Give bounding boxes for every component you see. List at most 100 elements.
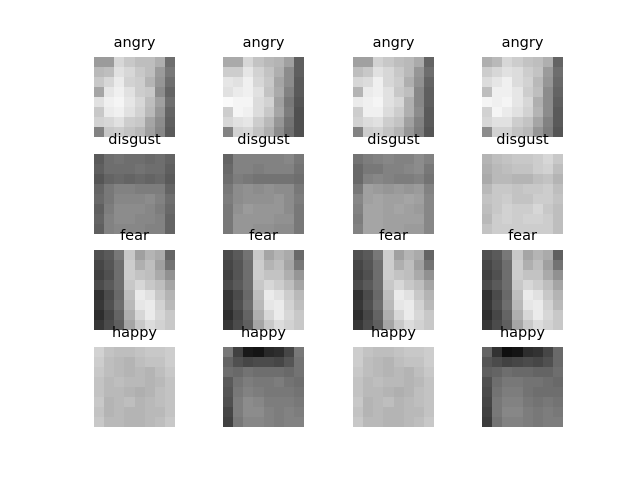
image-pixel (144, 154, 155, 164)
image-pixel (393, 357, 404, 367)
image-pixel (373, 407, 384, 417)
image-pixel (134, 320, 145, 330)
image-pixel (482, 397, 493, 407)
image-pixel (223, 164, 234, 174)
image-pixel (423, 127, 434, 137)
image-pixel (353, 194, 364, 204)
image-pixel (383, 407, 394, 417)
image-pixel (273, 77, 284, 87)
image-pixel (243, 260, 254, 270)
image-pixel (522, 347, 533, 357)
image-pixel (403, 310, 414, 320)
image-pixel (283, 280, 294, 290)
image-pixel (373, 357, 384, 367)
image-pixel (283, 397, 294, 407)
image-pixel (114, 320, 125, 330)
image-pixel (283, 320, 294, 330)
image-pixel (542, 174, 553, 184)
image-pixel (492, 77, 503, 87)
image-pixel (363, 87, 374, 97)
image-pixel (532, 127, 543, 137)
image-pixel (532, 260, 543, 270)
image-pixel (104, 290, 115, 300)
image-pixel (273, 87, 284, 97)
image-pixel (263, 97, 274, 107)
image-pixel (492, 107, 503, 117)
image-pixel (144, 377, 155, 387)
image-pixel (512, 310, 523, 320)
image-pixel (502, 214, 513, 224)
image-pixel (253, 387, 264, 397)
image-pixel (393, 280, 404, 290)
image-pixel (253, 347, 264, 357)
image-pixel (293, 194, 304, 204)
image-pixel (423, 250, 434, 260)
image-pixel (144, 310, 155, 320)
image-pixel (403, 184, 414, 194)
image-pixel (94, 407, 105, 417)
image-pixel (413, 224, 424, 234)
image-pixel (114, 367, 125, 377)
image-pixel (363, 127, 374, 137)
image-pixel (283, 67, 294, 77)
image-pixel (114, 67, 125, 77)
image-pixel (124, 87, 135, 97)
image-pixel (164, 347, 175, 357)
image-pixel (552, 97, 563, 107)
image-pixel (263, 260, 274, 270)
image-pixel (233, 280, 244, 290)
image-pixel (542, 270, 553, 280)
image-pixel (522, 417, 533, 427)
image-pixel (512, 67, 523, 77)
image-pixel (273, 154, 284, 164)
image-pixel (154, 417, 165, 427)
image-pixel (223, 347, 234, 357)
image-pixel (263, 250, 274, 260)
image-pixel (502, 154, 513, 164)
image-pixel (263, 57, 274, 67)
image-pixel (154, 357, 165, 367)
image-pixel (164, 407, 175, 417)
image-pixel (512, 250, 523, 260)
image-pixel (154, 87, 165, 97)
image-pixel (552, 387, 563, 397)
image-pixel (233, 397, 244, 407)
image-pixel (403, 320, 414, 330)
image-pixel (512, 347, 523, 357)
image-pixel (124, 367, 135, 377)
image-pixel (383, 347, 394, 357)
image-pixel (502, 417, 513, 427)
image-pixel (154, 250, 165, 260)
image-pixel (363, 224, 374, 234)
image-pixel (124, 77, 135, 87)
image-pixel (363, 97, 374, 107)
image-pixel (233, 107, 244, 117)
image-pixel (263, 164, 274, 174)
image-pixel (233, 87, 244, 97)
image-pixel (243, 300, 254, 310)
image-pixel (124, 260, 135, 270)
image-pixel (373, 184, 384, 194)
image-pixel (134, 214, 145, 224)
image-pixel (283, 57, 294, 67)
panel-title: happy (370, 325, 417, 341)
image-pixel (512, 127, 523, 137)
image-pixel (393, 367, 404, 377)
image-pixel (283, 367, 294, 377)
image-pixel (363, 154, 374, 164)
image-pixel (283, 97, 294, 107)
image-pixel (233, 310, 244, 320)
image-pixel (223, 117, 234, 127)
image-pixel (253, 320, 264, 330)
image-pixel (154, 347, 165, 357)
image-pixel (253, 224, 264, 234)
image-pixel (94, 397, 105, 407)
image-pixel (164, 387, 175, 397)
image-pixel (94, 224, 105, 234)
image-pixel (373, 310, 384, 320)
image-pixel (542, 367, 553, 377)
image-pixel (423, 260, 434, 270)
grayscale-image (353, 57, 434, 137)
image-pixel (154, 194, 165, 204)
image-pixel (542, 300, 553, 310)
